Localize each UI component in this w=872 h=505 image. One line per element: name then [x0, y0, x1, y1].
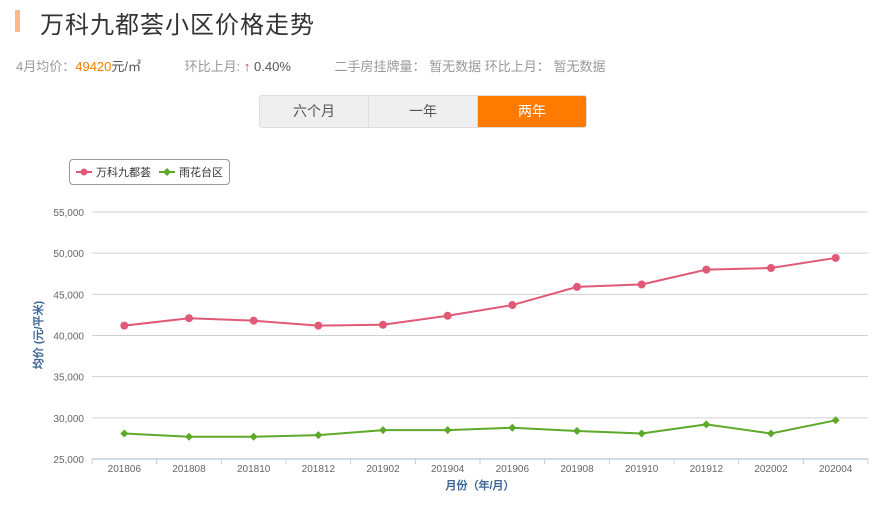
circle-marker-icon [76, 168, 92, 176]
x-tick-label: 201808 [172, 464, 206, 475]
data-point[interactable] [767, 263, 775, 272]
data-point[interactable] [443, 311, 452, 320]
data-point[interactable] [702, 420, 711, 429]
x-tick-label: 201910 [625, 464, 659, 475]
mom-label: 环比上月: [184, 59, 241, 74]
grid-lines [92, 211, 868, 419]
data-point[interactable] [637, 429, 646, 438]
data-point[interactable] [120, 321, 129, 330]
y-tick-label: 30,000 [53, 414, 84, 425]
page-title: 万科九都荟小区价格走势 [40, 12, 315, 39]
data-point[interactable] [508, 423, 517, 432]
legend-label: 万科九都荟 [96, 167, 151, 179]
x-axis-title: 月份（年/月） [444, 478, 514, 492]
data-point[interactable] [185, 432, 193, 441]
data-point[interactable] [314, 431, 323, 440]
data-point[interactable] [443, 426, 452, 435]
x-tick-label: 201806 [108, 464, 142, 475]
data-point[interactable] [249, 432, 258, 441]
data-point[interactable] [637, 280, 646, 289]
data-point[interactable] [249, 316, 258, 325]
listing-value: 暂无数据 [429, 59, 482, 74]
tab-two-years[interactable]: 两年 [478, 96, 586, 127]
chart-legend: 万科九都荟 雨花台区 [69, 159, 230, 185]
y-axis-ticks: 55,000 50,000 45,000 40,000 35,000 30,000 25,0… [53, 208, 84, 466]
period-tabs: 六个月 一年 两年 [259, 95, 587, 128]
listing-label: 二手房挂牌量： [334, 59, 426, 74]
data-point[interactable] [314, 321, 323, 330]
y-tick-label: 25,000 [53, 455, 84, 466]
x-tick-label: 201904 [431, 464, 465, 475]
legend-item-district[interactable]: 雨花台区 [159, 164, 223, 180]
data-point[interactable] [573, 427, 581, 436]
series-line [124, 419, 836, 438]
y-tick-label: 50,000 [53, 249, 84, 260]
y-axis-title: 均价 (元/平米) [31, 300, 45, 369]
x-tick-label: 202002 [754, 464, 788, 475]
data-point[interactable] [379, 426, 387, 435]
mom-value: 0.40% [254, 59, 291, 74]
y-tick-label: 35,000 [53, 373, 84, 384]
data-point[interactable] [831, 253, 840, 262]
data-point[interactable] [831, 416, 840, 425]
x-tick-label: 201912 [690, 464, 724, 475]
y-tick-label: 45,000 [53, 290, 84, 301]
price-stats: 4月均价：49420元/㎡ 环比上月: ↑ 0.40% 二手房挂牌量： 暂无数据… [16, 56, 605, 75]
x-tick-label: 202004 [819, 464, 853, 475]
x-axis: 201806 201808 201810 201812 201902 201904 2019… [91, 458, 869, 475]
x-tick-label: 201812 [302, 464, 336, 475]
title-accent-bar [15, 10, 20, 32]
diamond-marker-icon [159, 168, 175, 176]
x-tick-label: 201810 [237, 464, 271, 475]
data-point[interactable] [508, 301, 517, 310]
data-point[interactable] [767, 429, 775, 438]
tab-six-months[interactable]: 六个月 [260, 96, 369, 127]
listing-mom-label: 环比上月： [484, 59, 550, 74]
avg-price-label: 4月均价： [16, 59, 76, 74]
data-point[interactable] [379, 320, 387, 329]
data-point[interactable] [120, 429, 129, 438]
up-arrow-icon: ↑ [243, 59, 251, 74]
x-tick-label: 201902 [366, 464, 400, 475]
avg-price-value: 49420 [75, 59, 112, 74]
legend-label: 雨花台区 [179, 167, 223, 179]
x-tick-label: 201908 [560, 464, 594, 475]
data-point[interactable] [573, 282, 581, 291]
y-tick-label: 40,000 [53, 332, 84, 343]
listing-mom-value: 暂无数据 [553, 59, 606, 74]
series-line [124, 256, 836, 327]
legend-item-project[interactable]: 万科九都荟 [76, 164, 151, 180]
y-tick-label: 55,000 [53, 208, 84, 219]
data-point[interactable] [185, 314, 193, 323]
data-series [120, 253, 840, 441]
data-point[interactable] [702, 265, 711, 274]
tab-one-year[interactable]: 一年 [369, 96, 478, 127]
avg-price-unit: 元/㎡ [111, 59, 142, 74]
x-tick-label: 201906 [496, 464, 530, 475]
